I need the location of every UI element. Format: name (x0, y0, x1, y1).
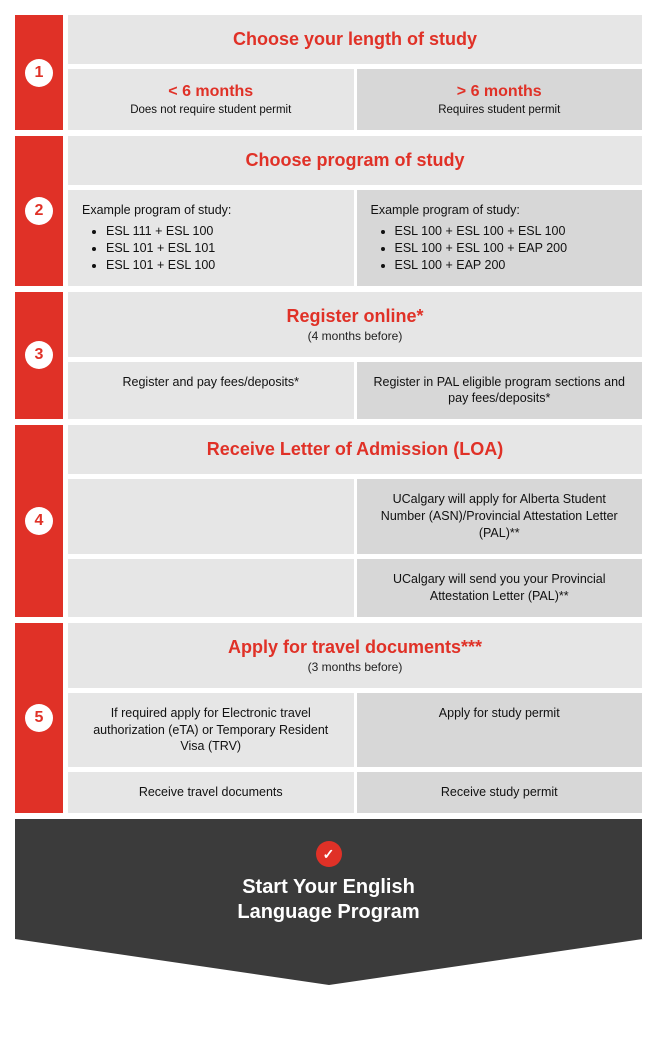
step-3-row: Register and pay fees/deposits* Register… (68, 362, 642, 420)
step-4-row2-right: UCalgary will send you your Provincial A… (357, 559, 643, 617)
final-title-line2: Language Program (25, 900, 632, 925)
step-4-body: Receive Letter of Admission (LOA) UCalga… (68, 425, 642, 616)
step-4-row1-left (68, 479, 354, 554)
step-1-left: < 6 months Does not require student perm… (68, 69, 354, 130)
step-2-left-list: ESL 111 + ESL 100 ESL 101 + ESL 101 ESL … (82, 223, 340, 274)
step-4-circle: 4 (25, 507, 53, 535)
step-1-right-headline: > 6 months (371, 81, 629, 103)
step-5-subtitle: (3 months before) (74, 660, 636, 674)
step-1-circle: 1 (25, 59, 53, 87)
step-5-number-badge: 5 (15, 623, 63, 814)
step-4-title: Receive Letter of Admission (LOA) (74, 439, 636, 460)
final-title-line1: Start Your English (25, 875, 632, 900)
step-5-row-1: If required apply for Electronic travel … (68, 693, 642, 768)
final-arrow-shape (15, 939, 643, 985)
step-3-number-badge: 3 (15, 292, 63, 420)
step-3-right: Register in PAL eligible program section… (357, 362, 643, 420)
step-1-right-sub: Requires student permit (371, 103, 629, 119)
step-5-row1-left: If required apply for Electronic travel … (68, 693, 354, 768)
step-2: 2 Choose program of study Example progra… (15, 136, 642, 286)
step-2-body: Choose program of study Example program … (68, 136, 642, 286)
step-1: 1 Choose your length of study < 6 months… (15, 15, 642, 130)
step-2-circle: 2 (25, 197, 53, 225)
step-5-row2-right: Receive study permit (357, 772, 643, 813)
step-3-subtitle: (4 months before) (74, 329, 636, 343)
list-item: ESL 100 + ESL 100 + EAP 200 (395, 240, 629, 257)
step-5-row1-right: Apply for study permit (357, 693, 643, 768)
step-4-row-1: UCalgary will apply for Alberta Student … (68, 479, 642, 554)
final-block: ✓ Start Your English Language Program (15, 819, 642, 985)
list-item: ESL 111 + ESL 100 (106, 223, 340, 240)
step-5-header: Apply for travel documents*** (3 months … (68, 623, 642, 688)
check-icon: ✓ (316, 841, 342, 867)
list-item: ESL 100 + ESL 100 + ESL 100 (395, 223, 629, 240)
step-5-row2-left: Receive travel documents (68, 772, 354, 813)
list-item: ESL 101 + ESL 101 (106, 240, 340, 257)
step-3-title: Register online* (74, 306, 636, 327)
step-3-circle: 3 (25, 341, 53, 369)
step-2-right-list: ESL 100 + ESL 100 + ESL 100 ESL 100 + ES… (371, 223, 629, 274)
step-2-row: Example program of study: ESL 111 + ESL … (68, 190, 642, 286)
step-1-body: Choose your length of study < 6 months D… (68, 15, 642, 130)
step-1-header: Choose your length of study (68, 15, 642, 64)
step-2-header: Choose program of study (68, 136, 642, 185)
step-5-title: Apply for travel documents*** (74, 637, 636, 658)
step-2-right-label: Example program of study: (371, 202, 629, 219)
step-1-title: Choose your length of study (74, 29, 636, 50)
step-2-title: Choose program of study (74, 150, 636, 171)
step-4-row2-left (68, 559, 354, 617)
step-4-number-badge: 4 (15, 425, 63, 616)
step-1-row: < 6 months Does not require student perm… (68, 69, 642, 130)
step-4-row-2: UCalgary will send you your Provincial A… (68, 559, 642, 617)
step-1-number-badge: 1 (15, 15, 63, 130)
step-3-header: Register online* (4 months before) (68, 292, 642, 357)
step-2-left-label: Example program of study: (82, 202, 340, 219)
step-5-circle: 5 (25, 704, 53, 732)
step-2-number-badge: 2 (15, 136, 63, 286)
step-2-left: Example program of study: ESL 111 + ESL … (68, 190, 354, 286)
step-4-header: Receive Letter of Admission (LOA) (68, 425, 642, 474)
step-3-body: Register online* (4 months before) Regis… (68, 292, 642, 420)
step-5-row-2: Receive travel documents Receive study p… (68, 772, 642, 813)
final-rect: ✓ Start Your English Language Program (15, 819, 642, 939)
step-3-left: Register and pay fees/deposits* (68, 362, 354, 420)
list-item: ESL 100 + EAP 200 (395, 257, 629, 274)
step-3: 3 Register online* (4 months before) Reg… (15, 292, 642, 420)
step-2-right: Example program of study: ESL 100 + ESL … (357, 190, 643, 286)
step-1-left-headline: < 6 months (82, 81, 340, 103)
step-5: 5 Apply for travel documents*** (3 month… (15, 623, 642, 814)
step-1-right: > 6 months Requires student permit (357, 69, 643, 130)
list-item: ESL 101 + ESL 100 (106, 257, 340, 274)
step-4: 4 Receive Letter of Admission (LOA) UCal… (15, 425, 642, 616)
step-5-body: Apply for travel documents*** (3 months … (68, 623, 642, 814)
step-1-left-sub: Does not require student permit (82, 103, 340, 119)
step-4-row1-right: UCalgary will apply for Alberta Student … (357, 479, 643, 554)
